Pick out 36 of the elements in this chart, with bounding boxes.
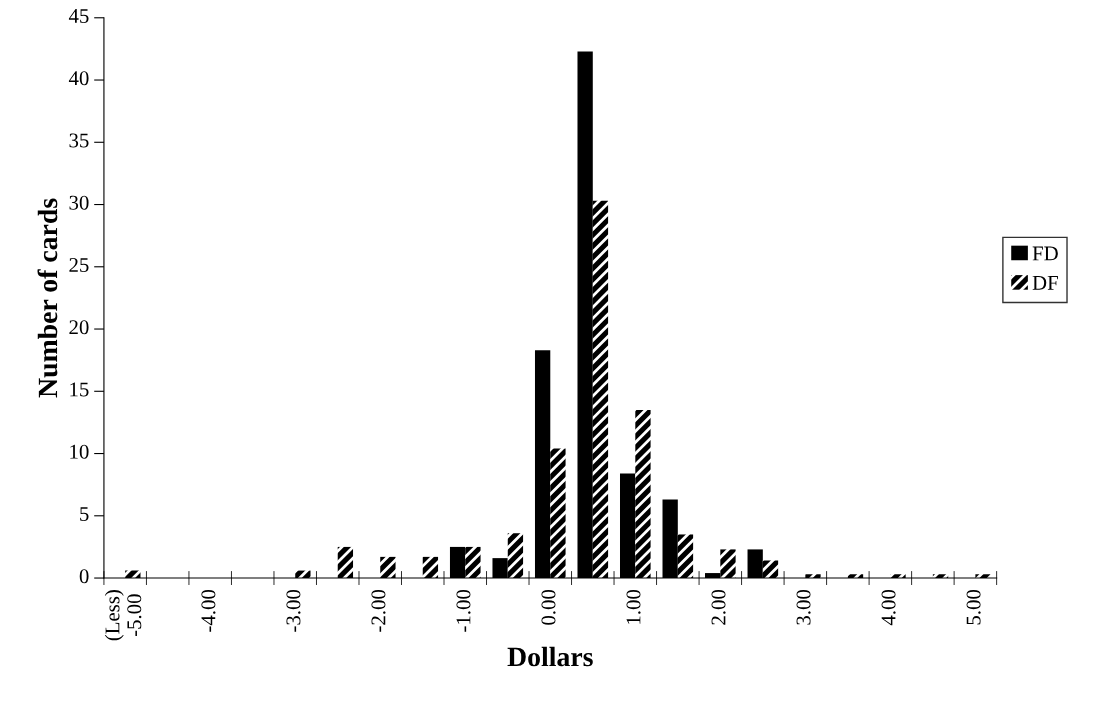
x-tick-label: (Less) -5.00 [104, 590, 142, 641]
y-tick-label: 35 [69, 133, 89, 148]
y-tick-label: 15 [70, 382, 89, 397]
y-tick-label: 40 [68, 71, 89, 86]
x-tick-label: 0.00 [541, 589, 556, 625]
x-tick-label: 1.00 [626, 589, 641, 624]
y-tick-label: 5 [80, 507, 89, 522]
bar [635, 409, 651, 579]
x-tick-label: 2.00 [711, 589, 726, 625]
bar [422, 556, 439, 579]
y-tick-label: 0 [79, 569, 89, 584]
y-tick-label: 25 [69, 258, 89, 272]
x-tick-label: -1.00 [456, 589, 471, 632]
legend-label: DF [1032, 276, 1058, 290]
x-tick-label: -2.00 [371, 589, 386, 632]
bar [465, 546, 481, 579]
bar [720, 549, 736, 579]
x-tick-label: 5.00 [966, 589, 981, 625]
x-tick-label: -3.00 [286, 589, 301, 632]
bar [507, 533, 524, 579]
y-tick-label: 30 [69, 195, 89, 210]
bar [337, 546, 354, 579]
y-axis-title: Number of cards [37, 198, 58, 398]
y-tick-label: 20 [69, 320, 89, 335]
x-axis-title: Dollars [507, 646, 593, 667]
bar [762, 560, 779, 579]
legend-label: FD [1032, 246, 1058, 261]
y-tick-label: 10 [70, 444, 89, 459]
x-tick-label: 4.00 [881, 589, 896, 626]
y-tick-label: 45 [68, 9, 89, 23]
bar [592, 200, 609, 579]
bar [677, 534, 694, 579]
x-tick-label: 3.00 [796, 589, 811, 625]
x-tick-label: -4.00 [201, 589, 216, 632]
bar [380, 556, 396, 579]
bar [550, 448, 566, 579]
